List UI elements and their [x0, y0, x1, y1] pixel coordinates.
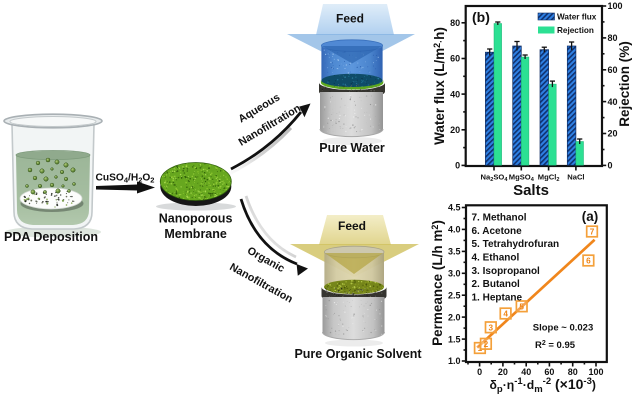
svg-text:3.0: 3.0 — [448, 269, 461, 279]
svg-text:40: 40 — [521, 367, 531, 377]
svg-text:Rejection (%): Rejection (%) — [617, 41, 632, 127]
svg-text:60: 60 — [608, 65, 618, 75]
svg-text:Salts: Salts — [513, 182, 549, 199]
svg-text:20: 20 — [498, 367, 508, 377]
svg-text:2.0: 2.0 — [448, 312, 461, 322]
svg-text:0: 0 — [608, 161, 613, 171]
svg-text:Slope ~ 0.023: Slope ~ 0.023 — [533, 323, 593, 334]
svg-text:6: 6 — [586, 257, 591, 266]
svg-text:6. Acetone: 6. Acetone — [472, 226, 523, 237]
svg-text:(a): (a) — [582, 209, 599, 224]
svg-text:R2 = 0.95: R2 = 0.95 — [535, 340, 576, 351]
svg-text:CuSO4/H2O2: CuSO4/H2O2 — [96, 173, 155, 185]
svg-text:80: 80 — [608, 33, 618, 43]
svg-text:Rejection: Rejection — [557, 26, 594, 35]
svg-text:60: 60 — [450, 54, 460, 64]
svg-text:40: 40 — [608, 97, 618, 107]
svg-text:0: 0 — [477, 367, 482, 377]
svg-text:3: 3 — [489, 323, 494, 332]
svg-text:20: 20 — [450, 125, 460, 135]
svg-text:3. Isopropanol: 3. Isopropanol — [472, 266, 541, 277]
svg-text:Membrane: Membrane — [164, 227, 227, 241]
svg-text:5: 5 — [519, 302, 524, 311]
svg-text:Water flux: Water flux — [557, 13, 597, 22]
svg-text:7: 7 — [590, 228, 595, 237]
svg-text:MgSO4​: MgSO4​ — [509, 173, 535, 184]
svg-text:Feed: Feed — [336, 12, 364, 26]
svg-text:4.5: 4.5 — [448, 203, 461, 213]
svg-text:2. Butanol: 2. Butanol — [472, 279, 521, 290]
svg-text:4. Ethanol: 4. Ethanol — [472, 253, 520, 264]
svg-text:Water flux (L/m2·h): Water flux (L/m2·h) — [432, 27, 447, 145]
svg-text:60: 60 — [544, 367, 554, 377]
svg-text:Permeance (L/h m2): Permeance (L/h m2) — [430, 220, 445, 346]
svg-text:3.5: 3.5 — [448, 247, 461, 257]
svg-text:80: 80 — [450, 18, 460, 28]
svg-text:Nanoporous: Nanoporous — [159, 212, 233, 226]
svg-text:80: 80 — [568, 367, 578, 377]
svg-text:MgCl2​: MgCl2​ — [538, 173, 560, 184]
svg-text:1. Heptane: 1. Heptane — [472, 292, 523, 303]
svg-text:40: 40 — [450, 89, 460, 99]
svg-text:7. Methanol: 7. Methanol — [472, 213, 527, 224]
svg-text:4.0: 4.0 — [448, 225, 461, 235]
svg-text:1.0: 1.0 — [448, 356, 461, 366]
svg-text:2.5: 2.5 — [448, 290, 461, 300]
svg-text:NaCl: NaCl — [567, 173, 584, 182]
svg-text:PDA Deposition: PDA Deposition — [4, 230, 98, 244]
svg-text:100: 100 — [588, 367, 603, 377]
svg-text:Na2​SO4​: Na2​SO4​ — [481, 173, 509, 184]
svg-text:(b): (b) — [472, 9, 490, 25]
svg-text:1.5: 1.5 — [448, 334, 461, 344]
svg-text:0: 0 — [455, 161, 460, 171]
svg-text:100: 100 — [608, 1, 623, 11]
svg-text:20: 20 — [608, 129, 618, 139]
svg-text:Pure Water: Pure Water — [319, 141, 385, 155]
svg-text:2: 2 — [484, 340, 489, 349]
svg-text:4: 4 — [503, 310, 508, 319]
svg-text:Pure Organic Solvent: Pure Organic Solvent — [294, 347, 422, 361]
svg-text:Feed: Feed — [338, 219, 366, 233]
svg-text:5. Tetrahydrofuran: 5. Tetrahydrofuran — [472, 239, 560, 250]
